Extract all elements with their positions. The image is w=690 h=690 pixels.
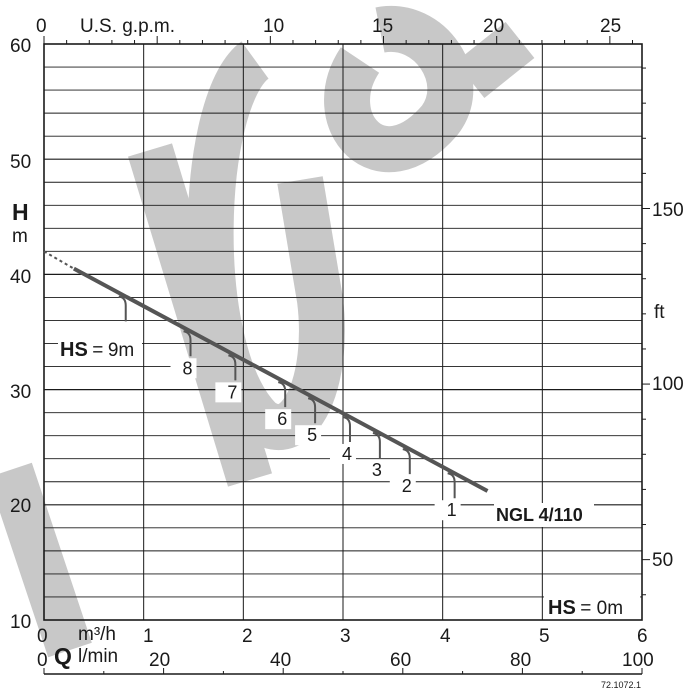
suction-label-bg bbox=[434, 500, 461, 521]
y-left-tick-labels: 60 50 40 30 20 10 bbox=[10, 36, 31, 633]
hs-top-label: HS = 9m bbox=[60, 339, 134, 361]
watermark-stroke-4 bbox=[324, 5, 474, 173]
suction-label-bg bbox=[329, 443, 356, 464]
x-unit-lmin: l/min bbox=[78, 646, 118, 667]
hs-top-label-value: 9m bbox=[108, 340, 134, 361]
x-lmin-tick-80: 80 bbox=[510, 650, 531, 671]
x-tick-0: 0 bbox=[37, 626, 48, 647]
x-unit-m3h: m³/h bbox=[78, 624, 116, 645]
tick-marks bbox=[43, 36, 650, 596]
x-top-tick-25: 25 bbox=[600, 16, 621, 37]
suction-label-3: 3 bbox=[372, 460, 382, 480]
suction-label-2: 2 bbox=[402, 476, 412, 496]
suction-mark bbox=[228, 354, 237, 381]
suction-mark bbox=[118, 295, 127, 322]
watermark-stroke-5 bbox=[455, 22, 535, 98]
suction-mark bbox=[307, 397, 317, 424]
x-tick-1: 1 bbox=[143, 626, 154, 647]
suction-label-bg bbox=[389, 476, 416, 497]
x-lmin-tick-40: 40 bbox=[270, 650, 291, 671]
x-tick-5: 5 bbox=[539, 626, 550, 647]
suction-mark bbox=[402, 448, 411, 475]
hs-top-label-sep: = bbox=[92, 340, 103, 361]
curve-extrapolation bbox=[43, 250, 75, 270]
y-tick-10: 10 bbox=[10, 612, 31, 633]
suction-label-6: 6 bbox=[277, 409, 287, 429]
suction-label-5: 5 bbox=[307, 425, 317, 445]
drawing-code: 72.1072.1 bbox=[601, 680, 641, 690]
suction-label-bg bbox=[295, 425, 322, 446]
suction-marks: 8 7 65 432 1 bbox=[118, 295, 461, 521]
x-top-tick-labels: 0 10 15 20 25 bbox=[36, 16, 621, 37]
y-right-tick-150: 150 bbox=[652, 200, 684, 221]
x-tick-2: 2 bbox=[242, 626, 253, 647]
lmin-axis-ticks bbox=[43, 668, 643, 674]
x-lmin-tick-0: 0 bbox=[37, 650, 48, 671]
watermark-stroke-3 bbox=[187, 41, 345, 450]
y-axis-unit: m bbox=[12, 226, 28, 247]
suction-label-bg bbox=[359, 460, 386, 481]
suction-label-1: 1 bbox=[447, 500, 457, 520]
y-tick-30: 30 bbox=[10, 382, 31, 403]
suction-label-7: 7 bbox=[227, 382, 237, 402]
model-label: NGL 4/110 bbox=[496, 505, 583, 525]
x-top-tick-20: 20 bbox=[483, 16, 504, 37]
suction-label-bg bbox=[265, 409, 292, 430]
suction-label-4: 4 bbox=[342, 444, 352, 464]
suction-mark bbox=[372, 432, 381, 459]
suction-mark bbox=[183, 330, 192, 357]
model-label-bg bbox=[494, 503, 594, 527]
x-tick-3: 3 bbox=[340, 626, 351, 647]
y-tick-50: 50 bbox=[10, 152, 31, 173]
hs-bottom-label-bg bbox=[544, 596, 640, 618]
x-tick-6: 6 bbox=[637, 626, 648, 647]
x-lmin-tick-100: 100 bbox=[622, 650, 654, 671]
x-lmin-tick-20: 20 bbox=[149, 650, 170, 671]
hs-bottom-label-text: HS bbox=[548, 597, 576, 619]
grid bbox=[44, 44, 642, 620]
hs-top-label-bg bbox=[58, 336, 142, 362]
y-right-tick-labels: 150 100 50 bbox=[652, 200, 684, 571]
y-right-tick-100: 100 bbox=[652, 374, 684, 395]
x-top-tick-10: 10 bbox=[263, 16, 284, 37]
suction-mark bbox=[447, 472, 456, 499]
y-tick-20: 20 bbox=[10, 496, 31, 517]
y-tick-40: 40 bbox=[10, 267, 31, 288]
x-top-axis-label: U.S. g.p.m. bbox=[80, 16, 175, 37]
y-right-tick-50: 50 bbox=[652, 550, 673, 571]
hs-bottom-label-value: = 0m bbox=[580, 598, 623, 619]
x-bottom-m3h-tick-labels: 0 1 2 3 4 5 6 bbox=[37, 626, 648, 647]
y-right-unit: ft bbox=[654, 302, 665, 323]
hs-top-label-text: HS bbox=[60, 339, 88, 361]
y-axis-label: H bbox=[12, 199, 29, 225]
suction-label-8: 8 bbox=[183, 358, 193, 378]
x-top-tick-15: 15 bbox=[372, 16, 393, 37]
plot-frame bbox=[43, 43, 643, 621]
y-tick-60: 60 bbox=[10, 36, 31, 57]
suction-mark bbox=[277, 381, 287, 408]
hs-bottom-label: HS = 0m bbox=[548, 597, 623, 619]
x-axis-label-q: Q bbox=[54, 643, 72, 669]
suction-mark bbox=[342, 415, 351, 442]
pump-curve bbox=[43, 250, 489, 493]
x-tick-4: 4 bbox=[440, 626, 451, 647]
x-lmin-tick-60: 60 bbox=[390, 650, 411, 671]
suction-label-bg bbox=[170, 358, 197, 379]
curve-line bbox=[72, 266, 489, 493]
x-bottom-lmin-tick-labels: 0 20 40 60 80 100 bbox=[37, 650, 654, 671]
x-top-tick-0: 0 bbox=[36, 16, 47, 37]
suction-label-bg bbox=[215, 382, 242, 403]
